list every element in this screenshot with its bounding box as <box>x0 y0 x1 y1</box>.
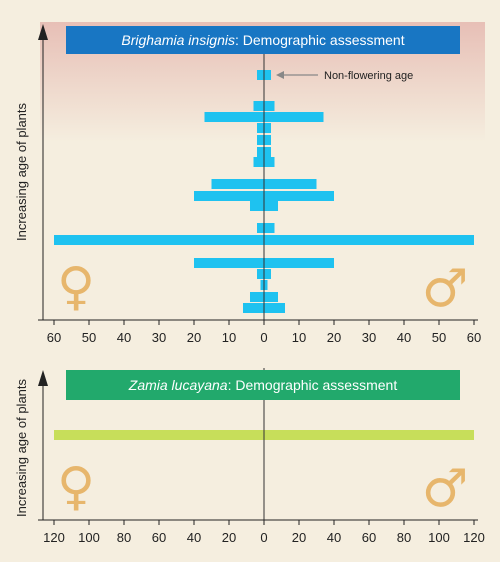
x-tick-label: 80 <box>117 530 131 545</box>
chart1-title-rest: : Demographic assessment <box>235 32 405 48</box>
age-class-bar <box>257 223 275 233</box>
x-tick-label: 20 <box>222 530 236 545</box>
x-tick-label: 60 <box>467 330 481 345</box>
chart2-x-ticks: 120 100 80 60 40 20 0 20 40 60 80 100 120 <box>43 520 485 545</box>
x-tick-label: 120 <box>463 530 485 545</box>
chart2-female-symbol: ♀ <box>57 457 95 517</box>
annotation-non-flowering: Non-flowering age <box>324 70 413 82</box>
x-tick-label: 40 <box>327 530 341 545</box>
chart2-male-symbol: ♂ <box>422 459 469 519</box>
chart1-title-box <box>66 26 460 54</box>
chart2-ylabel: Increasing age of plants <box>14 378 29 517</box>
chart1-female-symbol: ♀ <box>57 257 95 317</box>
x-tick-label: 50 <box>82 330 96 345</box>
x-tick-label: 10 <box>222 330 236 345</box>
annotation-arrow-head <box>276 71 284 79</box>
x-tick-label: 10 <box>292 330 306 345</box>
chart1-y-axis-arrow <box>38 24 48 40</box>
chart2-title-rest: : Demographic assessment <box>228 377 398 393</box>
chart1-ylabel: Increasing age of plants <box>14 102 29 241</box>
chart2-title-box <box>66 370 460 400</box>
x-tick-label: 30 <box>362 330 376 345</box>
x-tick-label: 60 <box>362 530 376 545</box>
x-tick-label: 50 <box>432 330 446 345</box>
x-tick-label: 0 <box>260 530 267 545</box>
chart-brighamia: 60 50 40 30 20 10 0 10 20 30 40 50 60 Brighamia insi… <box>14 22 485 345</box>
x-tick-label: 20 <box>292 530 306 545</box>
chart2-title: Zamia lucayana: Demographic assessment <box>128 377 398 393</box>
chart-zamia: 120 100 80 60 40 20 0 20 40 60 80 100 120 Zamia luca… <box>14 368 485 545</box>
x-tick-label: 60 <box>152 530 166 545</box>
chart1-title-species: Brighamia insignis <box>121 32 235 48</box>
x-tick-label: 40 <box>187 530 201 545</box>
chart1-male-symbol: ♂ <box>422 259 469 319</box>
x-tick-label: 100 <box>78 530 100 545</box>
x-tick-label: 20 <box>187 330 201 345</box>
x-tick-label: 30 <box>152 330 166 345</box>
x-tick-label: 40 <box>397 330 411 345</box>
x-tick-label: 120 <box>43 530 65 545</box>
chart2-y-axis-arrow <box>38 370 48 386</box>
x-tick-label: 60 <box>47 330 61 345</box>
chart1-x-ticks: 60 50 40 30 20 10 0 10 20 30 40 50 60 <box>47 320 481 345</box>
chart2-title-species: Zamia lucayana <box>128 377 228 393</box>
x-tick-label: 40 <box>117 330 131 345</box>
x-tick-label: 80 <box>397 530 411 545</box>
x-tick-label: 0 <box>260 330 267 345</box>
chart1-title: Brighamia insignis: Demographic assessme… <box>121 32 404 48</box>
x-tick-label: 20 <box>327 330 341 345</box>
x-tick-label: 100 <box>428 530 450 545</box>
